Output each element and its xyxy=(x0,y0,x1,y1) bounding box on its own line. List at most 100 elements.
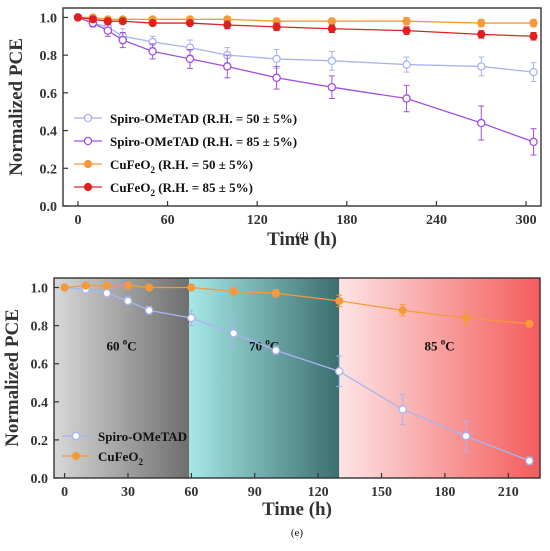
legend: Spiro-OMeTAD (R.H. = 50 ± 5%) Spiro-OMeTA… xyxy=(74,111,297,198)
x-tick-label: 0 xyxy=(74,213,81,228)
data-point xyxy=(327,82,337,92)
data-point xyxy=(335,296,344,305)
x-axis-title: Time (h) xyxy=(267,229,337,250)
y-tick-label: 0.4 xyxy=(31,396,49,411)
legend-marker xyxy=(83,113,93,123)
data-point xyxy=(327,17,336,26)
legend-marker xyxy=(71,451,81,461)
data-point xyxy=(103,17,112,26)
data-point xyxy=(185,54,195,64)
data-series xyxy=(73,13,538,156)
data-point xyxy=(476,62,486,71)
data-point xyxy=(272,22,281,31)
region-label: 70 oC xyxy=(249,336,279,353)
y-tick-label: 1.0 xyxy=(40,11,58,26)
data-point xyxy=(398,405,407,414)
data-series xyxy=(73,13,538,41)
chart-panel-d: 0 60 120 180 240 300 0.0 0.2 0.4 0.6 0.8 1.0 Time (h… xyxy=(6,7,542,250)
panel-label: (d) xyxy=(296,230,309,242)
data-point xyxy=(103,26,113,35)
legend-marker xyxy=(83,159,93,169)
data-point xyxy=(148,47,157,56)
data-point xyxy=(123,296,133,306)
legend-label: CuFeO2 xyxy=(98,449,143,467)
y-tick-label: 0.0 xyxy=(40,200,58,215)
legend-marker xyxy=(71,431,81,441)
series-line xyxy=(77,16,534,73)
legend-label: Spiro-OMeTAD (R.H. = 85 ± 5%) xyxy=(110,134,297,149)
x-tick-label: 120 xyxy=(247,213,268,228)
data-point xyxy=(187,283,196,292)
data-point xyxy=(529,18,538,28)
x-tick-label: 180 xyxy=(434,485,455,500)
data-point xyxy=(272,73,281,83)
data-point xyxy=(476,118,486,128)
data-point xyxy=(402,26,411,35)
data-point xyxy=(271,289,280,298)
data-point xyxy=(402,60,411,69)
x-tick-label: 300 xyxy=(516,213,537,228)
data-point xyxy=(327,56,337,66)
data-series xyxy=(60,283,534,466)
legend-marker xyxy=(83,182,93,192)
x-tick-label: 30 xyxy=(121,485,135,500)
region-label: 60 oC xyxy=(107,336,137,353)
plot-frame xyxy=(53,277,541,479)
data-point xyxy=(223,62,232,71)
data-point xyxy=(477,18,486,28)
data-point xyxy=(229,287,238,296)
y-tick-label: 0.2 xyxy=(40,162,58,177)
y-tick-label: 0.6 xyxy=(40,87,58,102)
data-point xyxy=(102,288,112,298)
data-point xyxy=(148,18,157,28)
temperature-region xyxy=(189,278,340,478)
temperature-region xyxy=(339,278,540,478)
x-tick-label: 60 xyxy=(161,213,175,228)
data-point xyxy=(144,283,154,292)
legend-label: Spiro-OMeTAD (R.H. = 50 ± 5%) xyxy=(110,111,297,126)
data-point xyxy=(335,367,344,376)
x-tick-label: 0 xyxy=(61,485,68,500)
data-point xyxy=(81,281,90,290)
x-tick-label: 210 xyxy=(498,485,519,500)
data-point xyxy=(271,346,281,355)
data-point xyxy=(73,13,83,22)
data-point xyxy=(60,283,69,292)
data-point xyxy=(272,54,281,64)
y-axis-title: Normalized PCE xyxy=(2,309,23,447)
data-point xyxy=(223,20,232,30)
series-line xyxy=(77,16,534,37)
legend: Spiro-OMeTAD CuFeO2 xyxy=(62,429,187,467)
data-point xyxy=(402,94,411,103)
data-point xyxy=(529,32,538,41)
data-point xyxy=(144,306,154,315)
data-point xyxy=(187,313,196,323)
x-tick-label: 120 xyxy=(308,485,329,500)
data-point xyxy=(525,319,534,328)
legend-label: CuFeO2 (R.H. = 85 ± 5%) xyxy=(110,180,253,198)
x-tick-label: 60 xyxy=(184,485,198,500)
data-point xyxy=(88,15,97,24)
y-axis-title: Normalized PCE xyxy=(6,38,27,176)
legend-marker xyxy=(83,136,93,146)
y-tick-label: 0.8 xyxy=(31,320,49,335)
data-point xyxy=(118,17,127,26)
data-point xyxy=(477,30,486,39)
data-series xyxy=(60,281,534,328)
y-tick-label: 1.0 xyxy=(31,282,49,297)
x-axis-title: Time (h) xyxy=(262,499,332,520)
panel-label: (e) xyxy=(291,527,304,539)
data-point xyxy=(398,306,407,315)
plot-frame xyxy=(62,7,542,207)
x-tick-label: 180 xyxy=(336,213,357,228)
data-point xyxy=(402,17,411,26)
chart-panel-e: 60 oC 70 oC 85 oC 0 30 60 90 120 150 180 210 0.0 0.2… xyxy=(2,277,541,539)
temperature-region xyxy=(54,278,190,478)
legend-label: Spiro-OMeTAD xyxy=(98,429,187,444)
data-point xyxy=(529,137,538,147)
x-tick-label: 240 xyxy=(426,213,447,228)
y-tick-label: 0.4 xyxy=(40,125,58,140)
data-point xyxy=(185,18,195,28)
